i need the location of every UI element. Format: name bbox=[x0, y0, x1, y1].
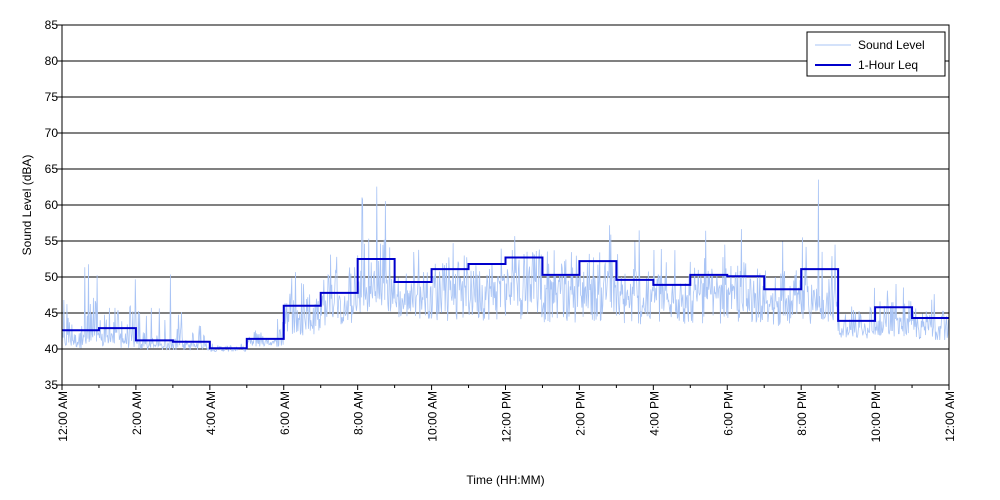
y-tick-label: 40 bbox=[45, 342, 59, 356]
x-tick-label: 2:00 PM bbox=[573, 391, 587, 436]
y-tick-label: 50 bbox=[45, 270, 59, 284]
y-axis-label: Sound Level (dBA) bbox=[20, 155, 34, 256]
x-tick-label: 8:00 AM bbox=[352, 391, 366, 435]
x-tick-label: 12:00 AM bbox=[943, 391, 957, 442]
y-tick-label: 55 bbox=[45, 234, 59, 248]
legend-label-sound-level: Sound Level bbox=[858, 38, 925, 52]
y-tick-label: 80 bbox=[45, 54, 59, 68]
x-tick-label: 12:00 AM bbox=[56, 391, 70, 442]
x-tick-label: 4:00 AM bbox=[204, 391, 218, 435]
x-tick-label: 4:00 PM bbox=[647, 391, 661, 436]
y-tick-label: 60 bbox=[45, 198, 59, 212]
x-tick-label: 6:00 PM bbox=[721, 391, 735, 436]
legend: Sound Level 1-Hour Leq bbox=[806, 31, 946, 77]
y-tick-label: 45 bbox=[45, 306, 59, 320]
y-tick-label: 65 bbox=[45, 162, 59, 176]
x-tick-label: 2:00 AM bbox=[130, 391, 144, 435]
x-tick-label: 12:00 PM bbox=[500, 391, 514, 442]
x-axis-ticks: 12:00 AM 2:00 AM 4:00 AM 6:00 AM 8:00 AM 10:0… bbox=[56, 385, 957, 442]
y-tick-label: 85 bbox=[45, 18, 59, 32]
y-tick-label: 70 bbox=[45, 126, 59, 140]
x-tick-label: 6:00 AM bbox=[278, 391, 292, 435]
x-tick-label: 8:00 PM bbox=[795, 391, 809, 436]
leq-series bbox=[62, 256, 949, 350]
x-tick-label: 10:00 PM bbox=[869, 391, 883, 442]
leq-step-line bbox=[62, 256, 949, 350]
legend-box bbox=[806, 31, 946, 77]
legend-label-leq: 1-Hour Leq bbox=[858, 58, 918, 72]
x-tick-label: 10:00 AM bbox=[426, 391, 440, 442]
y-axis-ticks: 35 40 45 50 55 60 65 70 75 80 85 bbox=[45, 18, 62, 392]
x-axis-label: Time (HH:MM) bbox=[466, 473, 544, 487]
y-tick-label: 35 bbox=[45, 378, 59, 392]
y-tick-label: 75 bbox=[45, 90, 59, 104]
